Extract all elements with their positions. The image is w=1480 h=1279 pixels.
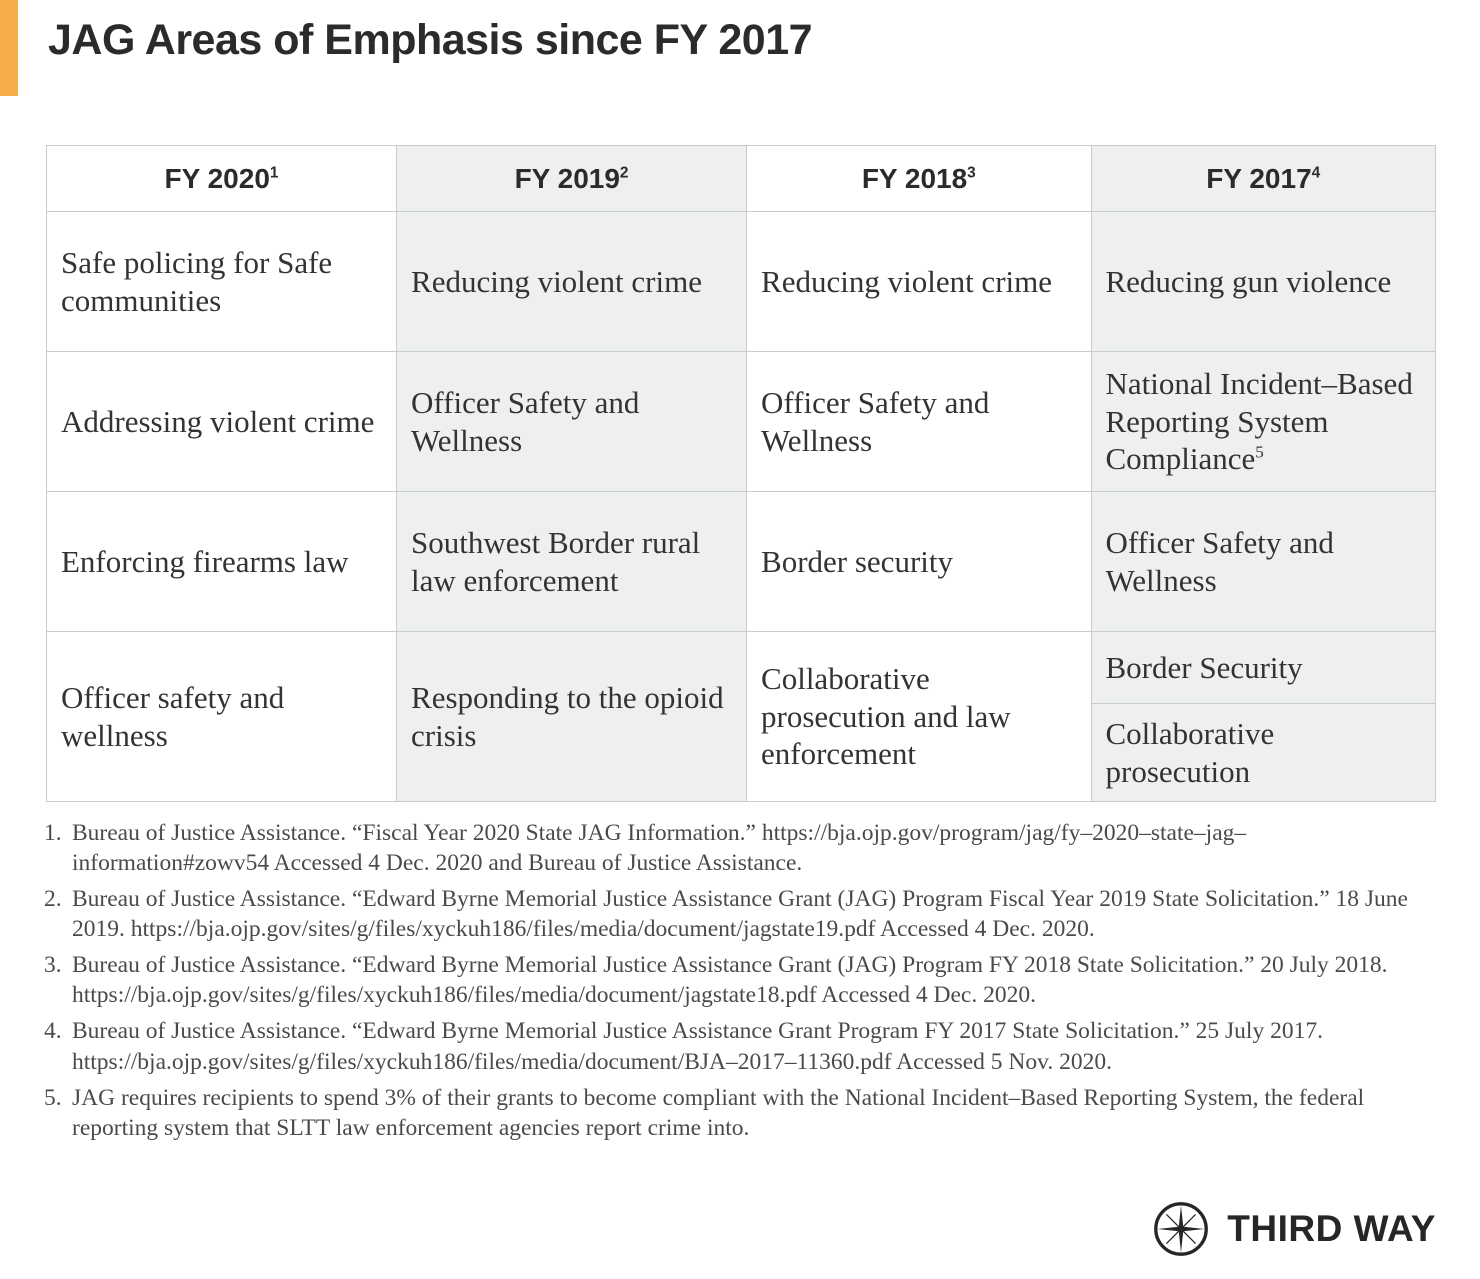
table-header-row: FY 20201 FY 20192 FY 20183 FY 20174 (45, 145, 1436, 212)
cell-fy2020-1: Safe policing for Safe communities (45, 211, 398, 352)
compass-star-icon (1154, 1202, 1209, 1256)
column-header-label: FY 2017 (1206, 162, 1312, 194)
footnote-item: 5. JAG requires recipients to spend 3% o… (44, 1083, 1436, 1143)
table-row: Collaborative prosecution (47, 703, 1436, 802)
cell-fy2019-2: Officer Safety and Wellness (396, 351, 748, 492)
footnotes-list: 1. Bureau of Justice Assistance. “Fiscal… (44, 818, 1436, 1149)
column-header-label: FY 2018 (861, 162, 968, 194)
areas-of-emphasis-table: FY 20201 FY 20192 FY 20183 FY 20174 Safe… (45, 145, 1436, 802)
areas-of-emphasis-table-wrapper: FY 20201 FY 20192 FY 20183 FY 20174 Safe… (45, 145, 1436, 802)
column-header-label: FY 2019 (514, 162, 620, 194)
footnote-text: Bureau of Justice Assistance. “Edward By… (72, 1018, 1323, 1075)
cell-fy2018-2: Officer Safety and Wellness (746, 351, 1092, 492)
cell-fy2019-3: Southwest Border rural law enforcement (396, 491, 748, 632)
column-header-fy2019: FY 20192 (396, 145, 748, 212)
page-title: JAG Areas of Emphasis since FY 2017 (48, 16, 813, 64)
cell-fy2017-4b: Collaborative prosecution (1090, 703, 1436, 802)
table-row: Addressing violent crime Officer Safety … (45, 351, 1436, 492)
footnote-number: 2. (44, 886, 62, 913)
table-row: Safe policing for Safe communities Reduc… (45, 211, 1436, 352)
footnote-text: Bureau of Justice Assistance. “Edward By… (72, 886, 1408, 943)
accent-bar (0, 0, 18, 96)
cell-fy2018-3: Border security (746, 491, 1092, 632)
cell-fy2017-3: Officer Safety and Wellness (1090, 491, 1436, 632)
cell-text: National Incident–Based Reporting System… (1105, 365, 1413, 477)
cell-fy2019-4: Responding to the opioid crisis (396, 631, 748, 802)
column-header-fy2020: FY 20201 (45, 145, 398, 212)
table-row: Enforcing firearms law Southwest Border … (45, 491, 1436, 632)
table-row: Officer safety and wellness Responding t… (45, 631, 1436, 802)
footnote-marker: 4 (1311, 164, 1321, 182)
cell-fy2020-4: Officer safety and wellness (45, 631, 398, 802)
footnote-text: Bureau of Justice Assistance. “Fiscal Ye… (72, 820, 1247, 877)
column-header-fy2018: FY 20183 (746, 145, 1092, 212)
footnote-marker: 1 (269, 164, 279, 182)
footnote-number: 5. (44, 1084, 62, 1111)
footnote-item: 2. Bureau of Justice Assistance. “Edward… (44, 884, 1436, 944)
column-header-fy2017: FY 20174 (1090, 145, 1436, 212)
footnote-marker: 3 (967, 164, 976, 182)
footnote-number: 3. (44, 952, 62, 979)
logo-wordmark: THIRD WAY (1227, 1208, 1436, 1249)
cell-fy2020-2: Addressing violent crime (45, 351, 398, 492)
cell-fy2019-1: Reducing violent crime (396, 211, 748, 352)
footnote-number: 1. (44, 820, 62, 846)
footnote-item: 4. Bureau of Justice Assistance. “Edward… (44, 1016, 1436, 1076)
footnote-text: Bureau of Justice Assistance. “Edward By… (72, 952, 1388, 1009)
cell-fy2017-1: Reducing gun violence (1090, 211, 1436, 352)
footnote-item: 3. Bureau of Justice Assistance. “Edward… (44, 950, 1436, 1010)
footnote-item: 1. Bureau of Justice Assistance. “Fiscal… (44, 818, 1436, 878)
cell-fy2020-3: Enforcing firearms law (45, 491, 398, 632)
footnote-number: 4. (44, 1018, 62, 1045)
footnote-marker: 2 (619, 164, 629, 182)
cell-fy2018-4: Collaborative prosecution and law enforc… (746, 631, 1092, 802)
cell-fy2017-4a: Border Security (1090, 631, 1436, 704)
third-way-logo: THIRD WAY (1153, 1201, 1436, 1257)
column-header-label: FY 2020 (164, 162, 270, 194)
cell-fy2018-1: Reducing violent crime (746, 211, 1092, 352)
footnote-marker: 5 (1255, 443, 1264, 463)
cell-fy2017-2: National Incident–Based Reporting System… (1090, 351, 1436, 492)
footnote-text: JAG requires recipients to spend 3% of t… (72, 1084, 1365, 1141)
